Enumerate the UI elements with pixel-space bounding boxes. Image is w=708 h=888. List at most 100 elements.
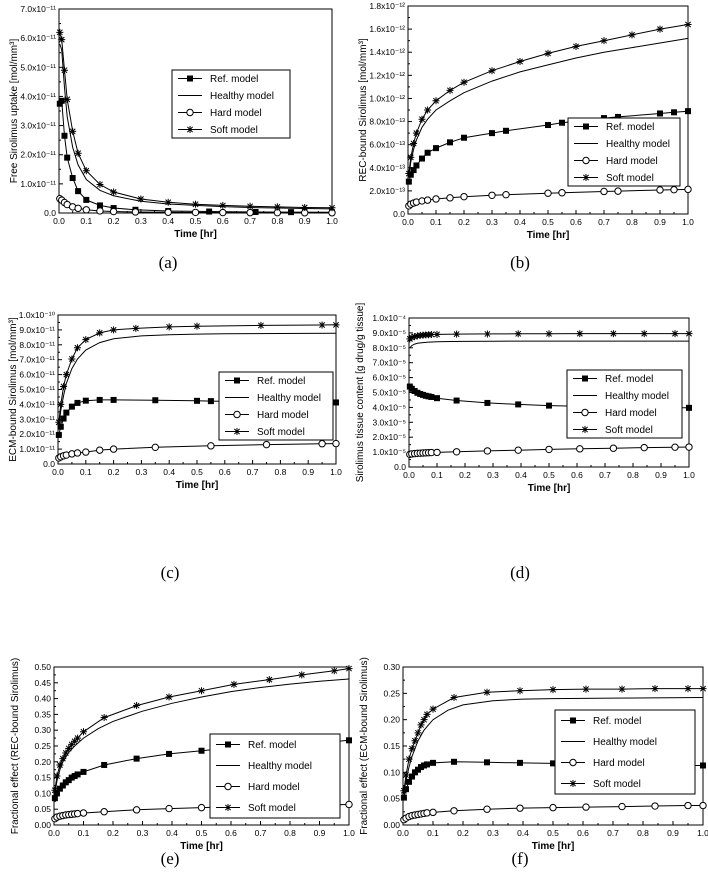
- x-tick-label: 0.8: [274, 467, 286, 477]
- legend-marker: [224, 782, 232, 791]
- y-axis-label: ECM-bound Sirolimus [mol/mm³]: [8, 317, 19, 462]
- y-tick-label: 2.0x10⁻¹¹: [20, 150, 56, 160]
- data-point: [410, 140, 418, 148]
- x-tick-label: 0.7: [255, 828, 267, 838]
- x-tick-label: 0.0: [397, 828, 409, 838]
- data-point: [433, 145, 439, 152]
- data-point: [656, 25, 664, 33]
- data-point: [69, 127, 77, 135]
- data-point: [549, 686, 557, 694]
- data-point: [427, 331, 435, 339]
- y-tick-label: 5.0x10⁻⁵: [372, 388, 406, 398]
- x-tick-label: 0.1: [427, 828, 439, 838]
- data-point: [576, 330, 584, 338]
- x-tick-label: 1.0: [697, 828, 708, 838]
- y-tick-label: 1.0x10⁻¹²: [369, 93, 405, 103]
- x-tick-label: 0.3: [137, 828, 149, 838]
- y-tick-label: 2.0x10⁻¹¹: [19, 429, 55, 439]
- data-point: [80, 768, 87, 775]
- data-point: [73, 809, 82, 818]
- x-tick-label: 0.5: [542, 217, 554, 227]
- data-point: [60, 383, 68, 391]
- data-point: [96, 329, 104, 337]
- y-tick-label: 0.15: [34, 773, 51, 783]
- data-point: [164, 208, 172, 216]
- data-point: [110, 396, 117, 403]
- data-point: [503, 127, 509, 134]
- data-point: [246, 208, 254, 217]
- data-point: [453, 330, 461, 338]
- series-hard-model: [406, 443, 693, 459]
- data-point: [420, 716, 428, 724]
- series-soft-model: [406, 330, 693, 343]
- data-point: [418, 115, 426, 123]
- x-tick-label: 1.0: [343, 828, 355, 838]
- data-point: [576, 445, 584, 453]
- data-point: [405, 178, 412, 185]
- data-point: [53, 790, 60, 797]
- x-tick-label: 0.5: [196, 828, 208, 838]
- x-axis-label: Time [hr]: [176, 480, 219, 491]
- data-point: [516, 804, 524, 812]
- data-point: [402, 771, 410, 779]
- data-point: [55, 418, 63, 426]
- series-hard-model: [405, 185, 692, 210]
- data-point: [192, 200, 199, 208]
- data-point: [514, 330, 522, 338]
- data-point: [406, 778, 412, 785]
- y-tick-label: 0.25: [34, 741, 51, 751]
- legend-label: Hard model: [606, 156, 658, 167]
- chart-panel-a: 0.0 0.1 0.2 0.3 0.4 0.5 0.6 0.7 0.8 0.9 1.0 0.0 1.0x…: [9, 4, 338, 272]
- legend-label: Soft model: [248, 803, 296, 814]
- data-point: [700, 762, 706, 769]
- data-point: [82, 448, 90, 456]
- x-axis-label: Time [hr]: [532, 841, 575, 852]
- data-point: [618, 685, 626, 693]
- data-point: [252, 208, 259, 215]
- x-tick-label: 0.9: [655, 470, 667, 480]
- x-tick-label: 0.8: [626, 217, 638, 227]
- legend-marker: [234, 377, 240, 384]
- data-point: [73, 449, 82, 457]
- legend-marker: [569, 758, 577, 767]
- data-point: [483, 805, 491, 813]
- data-point: [131, 208, 140, 216]
- y-tick-label: 2.0x10⁻¹³: [369, 186, 405, 196]
- series-soft-model: [55, 321, 340, 426]
- data-point: [273, 203, 281, 211]
- data-point: [600, 37, 608, 45]
- data-point: [198, 747, 205, 754]
- legend-marker: [570, 717, 576, 724]
- data-point: [51, 786, 59, 794]
- x-tick-label: 0.3: [486, 217, 498, 227]
- y-tick-label: 5.0x10⁻¹¹: [19, 385, 55, 395]
- data-point: [424, 106, 432, 114]
- data-point: [484, 399, 491, 406]
- x-tick-label: 1.0: [682, 217, 694, 227]
- data-point: [288, 209, 295, 216]
- series-soft-model: [405, 20, 692, 178]
- data-point: [60, 415, 67, 422]
- data-point: [74, 399, 81, 406]
- data-point: [544, 189, 552, 197]
- y-tick-label: 4.0x10⁻¹¹: [19, 399, 55, 409]
- legend: Ref. model Healthy model Hard model Soft mo…: [554, 709, 696, 795]
- y-tick-label: 1.6x10⁻¹²: [369, 24, 405, 34]
- data-point: [101, 761, 108, 768]
- data-point: [609, 330, 617, 338]
- data-point: [628, 31, 636, 39]
- data-point: [546, 402, 552, 409]
- series-line: [59, 43, 333, 210]
- data-point: [100, 714, 108, 722]
- data-point: [429, 705, 437, 713]
- data-point: [451, 758, 457, 765]
- data-point: [207, 398, 214, 405]
- data-point: [82, 167, 90, 175]
- y-tick-label: 6.0x10⁻⁵: [372, 373, 406, 383]
- series-line: [58, 332, 337, 427]
- y-tick-label: 0.10: [383, 767, 400, 777]
- y-tick-label: 0.00: [383, 820, 400, 830]
- x-tick-label: 0.9: [302, 467, 314, 477]
- legend-label: Ref. model: [605, 374, 653, 385]
- x-tick-label: 0.9: [299, 216, 311, 226]
